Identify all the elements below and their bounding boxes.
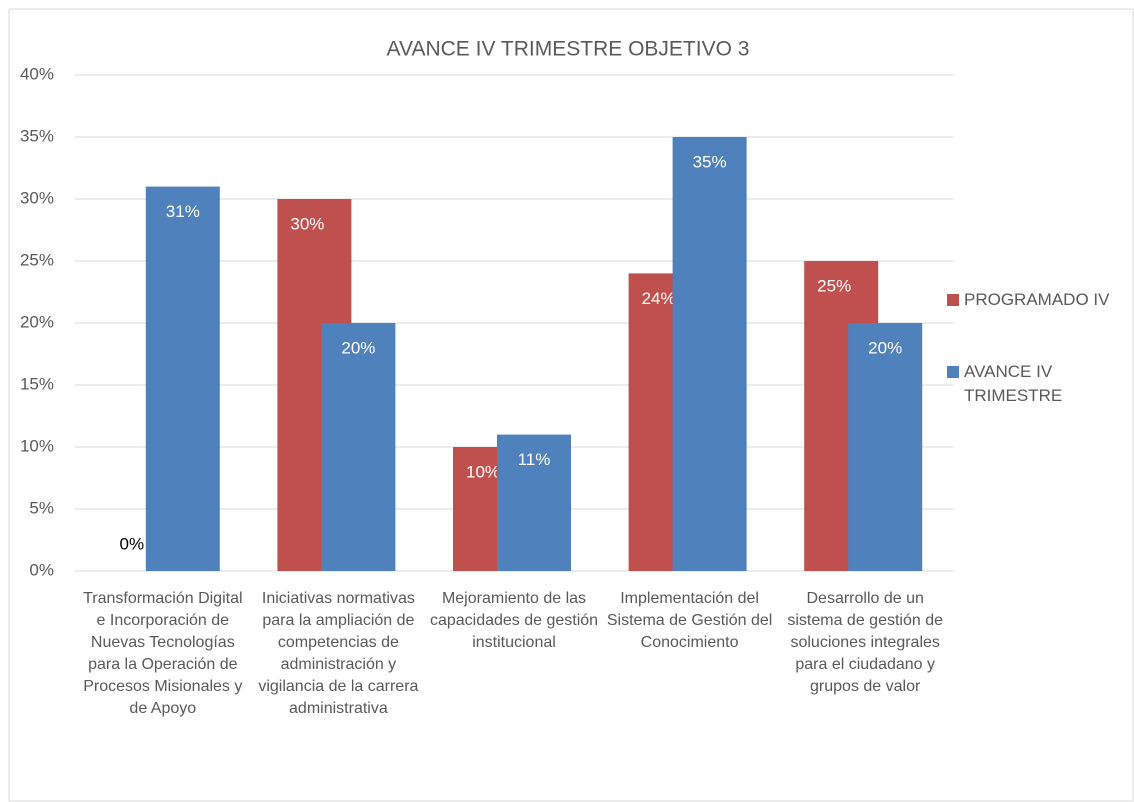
legend-label: AVANCE IV TRIMESTRE [964,362,1063,405]
data-label: 20% [868,338,902,357]
data-label: 0% [120,534,145,553]
bar [145,186,220,571]
bar [672,137,747,571]
data-label: 31% [166,202,200,221]
y-tick-label: 15% [20,374,54,393]
y-tick-label: 30% [20,188,54,207]
data-label: 25% [817,276,851,295]
data-label: 30% [290,214,324,233]
bar [848,323,923,571]
data-label: 11% [518,450,551,469]
data-label: 24% [642,289,676,308]
y-tick-label: 35% [20,126,54,145]
legend-label: PROGRAMADO IV [964,290,1110,309]
legend-swatch [947,294,959,306]
data-label: 35% [693,152,727,171]
data-label: 10% [466,462,500,481]
x-tick-label: Mejoramiento de las capacidades de gesti… [429,590,599,651]
y-tick-label: 0% [29,560,54,579]
y-tick-label: 40% [20,64,54,83]
frame [8,8,1134,802]
x-tick-label: Iniciativas normativas para la ampliació… [258,590,419,717]
x-tick-label: Desarrollo de un sistema de gestión de s… [787,590,944,695]
y-tick-label: 20% [20,312,54,331]
data-label: 20% [341,338,375,357]
bar [321,323,396,571]
x-tick-label: Transformación Digital e Incorporación d… [83,590,243,717]
bar [497,434,571,571]
legend-swatch [947,366,959,378]
y-tick-label: 5% [29,498,54,517]
x-tick-label: Implementación del Sistema de Gestión de… [606,590,773,651]
y-tick-label: 25% [20,250,54,269]
chart-title: AVANCE IV TRIMESTRE OBJETIVO 3 [387,38,750,61]
y-tick-label: 10% [20,436,54,455]
